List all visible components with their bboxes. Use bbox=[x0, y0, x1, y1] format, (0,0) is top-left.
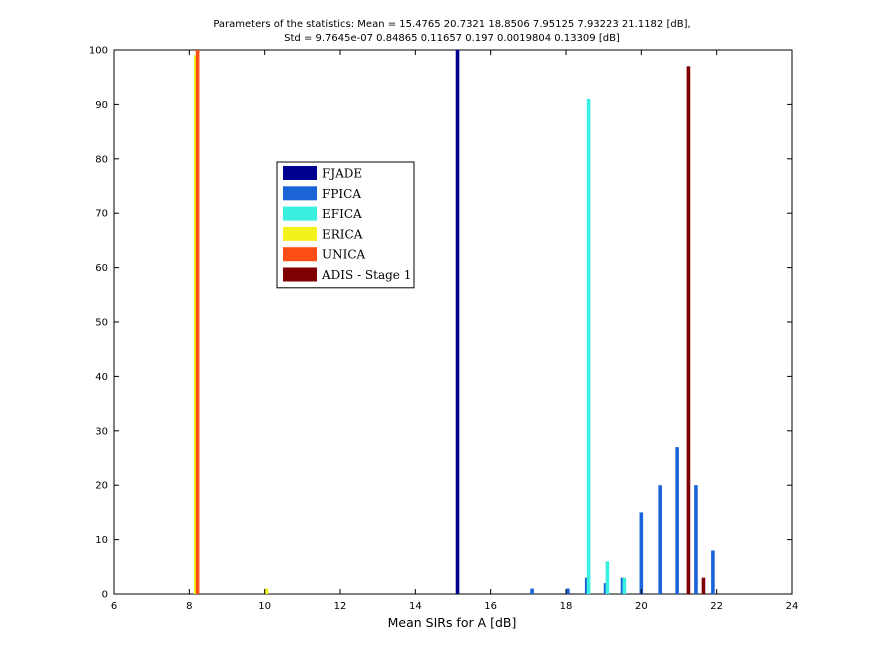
x-tick-label: 22 bbox=[710, 601, 723, 612]
bar-erica-1 bbox=[264, 588, 269, 594]
y-tick-label: 80 bbox=[95, 154, 108, 165]
x-tick-label: 18 bbox=[560, 601, 573, 612]
legend-swatch bbox=[283, 206, 317, 221]
bar-fpica-4 bbox=[620, 577, 625, 594]
bar-fpica-8 bbox=[694, 485, 698, 594]
legend-label: UNICA bbox=[322, 248, 366, 262]
bar-fpica-6 bbox=[658, 485, 662, 594]
y-tick-label: 50 bbox=[95, 318, 108, 329]
legend-label: FJADE bbox=[322, 167, 362, 181]
chart-title-line-2: Std = 9.7645e-07 0.84865 0.11657 0.197 0… bbox=[284, 33, 620, 44]
bar-efica-2 bbox=[622, 577, 627, 594]
y-tick-label: 60 bbox=[95, 263, 108, 274]
chart-title-line-1: Parameters of the statistics: Mean = 15.… bbox=[213, 19, 690, 30]
bar-fpica-7 bbox=[675, 447, 679, 594]
bar-adis-stage-1-1 bbox=[701, 577, 706, 594]
bar-efica-1 bbox=[605, 561, 610, 594]
x-tick-label: 16 bbox=[484, 601, 497, 612]
legend-swatch bbox=[283, 226, 317, 241]
bar-fpica-3 bbox=[603, 583, 608, 594]
legend-label: FPICA bbox=[322, 187, 361, 201]
legend-swatch bbox=[283, 267, 317, 282]
x-tick-label: 10 bbox=[258, 601, 271, 612]
y-tick-label: 100 bbox=[89, 46, 108, 57]
axes-box bbox=[113, 49, 793, 595]
x-tick-label: 6 bbox=[111, 601, 117, 612]
y-tick-label: 30 bbox=[95, 426, 108, 437]
bar-fpica-2 bbox=[584, 577, 589, 594]
x-tick-label: 8 bbox=[186, 601, 192, 612]
bar-efica-0 bbox=[586, 98, 591, 595]
bar-erica-0 bbox=[193, 55, 198, 594]
legend: FJADE FPICA EFICA ERICA UNICA ADIS - Stage 1 bbox=[276, 161, 415, 289]
x-axis-label: Mean SIRs for A [dB] bbox=[388, 615, 517, 630]
y-ticks: 0 10 20 30 40 50 60 70 80 90 100 bbox=[89, 46, 792, 601]
bar-unica-0 bbox=[195, 50, 200, 594]
legend-label: ADIS - Stage 1 bbox=[321, 268, 411, 282]
y-tick-label: 90 bbox=[95, 100, 108, 111]
x-tick-label: 24 bbox=[786, 601, 799, 612]
legend-label: ERICA bbox=[322, 227, 363, 241]
legend-label: EFICA bbox=[322, 207, 362, 221]
bar-fpica-9 bbox=[711, 550, 715, 594]
y-tick-label: 0 bbox=[102, 590, 108, 601]
x-tick-label: 12 bbox=[334, 601, 347, 612]
legend-swatch bbox=[283, 166, 317, 180]
y-tick-label: 10 bbox=[95, 535, 108, 546]
legend-box bbox=[276, 161, 415, 289]
bar-fpica-1 bbox=[566, 588, 570, 594]
x-tick-label: 14 bbox=[409, 601, 422, 612]
bar-fpica-5 bbox=[639, 512, 644, 594]
plot-area: 6 8 10 12 14 16 18 20 22 24 0 10 20 30 40 50 60 70 80 90 10… bbox=[89, 46, 798, 613]
y-tick-label: 70 bbox=[95, 209, 108, 220]
legend-swatch bbox=[283, 186, 317, 201]
x-ticks: 6 8 10 12 14 16 18 20 22 24 bbox=[111, 50, 799, 612]
bar-adis-stage-1-0 bbox=[686, 66, 691, 594]
x-tick-label: 20 bbox=[635, 601, 648, 612]
y-tick-label: 40 bbox=[95, 372, 108, 383]
bars-group bbox=[193, 50, 715, 595]
legend-swatch bbox=[283, 247, 317, 262]
y-tick-label: 20 bbox=[95, 481, 108, 492]
bar-fjade-0 bbox=[455, 50, 460, 594]
bar-fpica-0 bbox=[530, 588, 534, 594]
